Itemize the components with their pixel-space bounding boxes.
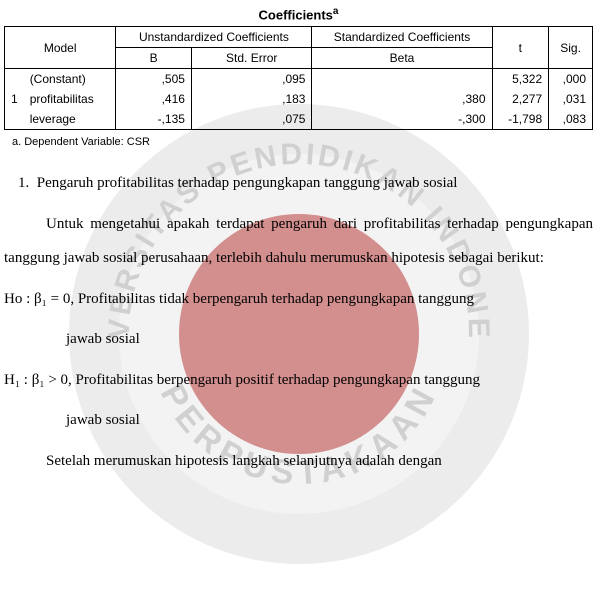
paragraph-2: Setelah merumuskan hipotesis langkah sel… [4, 444, 593, 479]
table-title-sup: a [333, 6, 339, 17]
paragraph-1: Untuk mengetahui apakah terdapat pengaru… [4, 207, 593, 276]
table-row: 1 (Constant) ,505 ,095 5,322 ,000 [5, 69, 593, 90]
cell-sig: ,083 [549, 109, 593, 130]
cell-b: ,505 [116, 69, 192, 90]
cell-b: ,416 [116, 89, 192, 109]
th-sig: Sig. [549, 27, 593, 69]
th-b: B [116, 48, 192, 69]
group-index: 1 [5, 69, 24, 130]
cell-t: 2,277 [492, 89, 549, 109]
th-beta: Beta [312, 48, 492, 69]
cell-t: -1,798 [492, 109, 549, 130]
table-row: leverage -,135 ,075 -,300 -1,798 ,083 [5, 109, 593, 130]
coefficients-table: Model Unstandardized Coefficients Standa… [4, 26, 593, 130]
cell-beta [312, 69, 492, 90]
th-model: Model [5, 27, 116, 69]
hypothesis-h1-line1: H₁ : β₁ > 0, Profitabilitas berpengaruh … [4, 363, 593, 398]
cell-se: ,095 [191, 69, 312, 90]
table-footnote: a. Dependent Variable: CSR [12, 136, 593, 148]
cell-se: ,075 [191, 109, 312, 130]
cell-label: (Constant) [24, 69, 116, 90]
cell-beta: ,380 [312, 89, 492, 109]
hypothesis-h0-line1: Ho : β₁ = 0, Profitabilitas tidak berpen… [4, 282, 593, 317]
table-title: Coefficientsa [4, 6, 593, 22]
cell-b: -,135 [116, 109, 192, 130]
list-item-1: 1. Pengaruh profitabilitas terhadap peng… [4, 166, 593, 201]
table-row: profitabilitas ,416 ,183 ,380 2,277 ,031 [5, 89, 593, 109]
th-t: t [492, 27, 549, 69]
th-std: Standardized Coefficients [312, 27, 492, 48]
cell-sig: ,000 [549, 69, 593, 90]
cell-beta: -,300 [312, 109, 492, 130]
cell-se: ,183 [191, 89, 312, 109]
page-content: Coefficientsa Model Unstandardized Coeff… [0, 6, 597, 478]
cell-sig: ,031 [549, 89, 593, 109]
hypothesis-h0-line2: jawab sosial [4, 322, 593, 357]
cell-label: profitabilitas [24, 89, 116, 109]
cell-t: 5,322 [492, 69, 549, 90]
table-title-text: Coefficients [259, 7, 333, 22]
hypothesis-h1-line2: jawab sosial [4, 403, 593, 438]
cell-label: leverage [24, 109, 116, 130]
th-stderr: Std. Error [191, 48, 312, 69]
th-unstd: Unstandardized Coefficients [116, 27, 312, 48]
